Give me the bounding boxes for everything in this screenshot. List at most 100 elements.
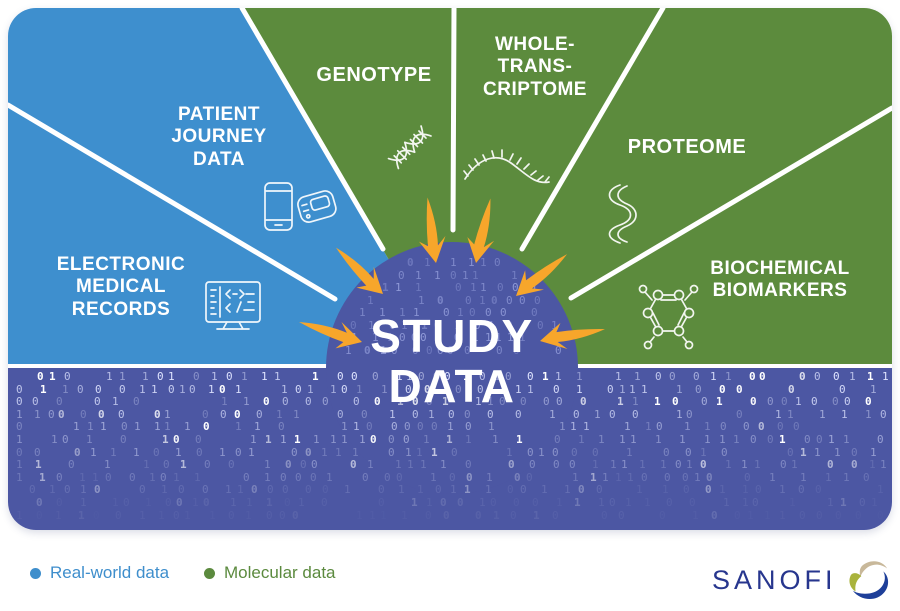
- svg-text:1: 1: [626, 446, 633, 459]
- svg-text:0: 0: [465, 294, 472, 307]
- svg-text:1: 1: [49, 483, 56, 496]
- svg-text:1: 1: [413, 306, 420, 319]
- arrow-emr-icon: [299, 322, 362, 349]
- svg-text:0: 0: [444, 370, 451, 383]
- svg-text:0: 0: [851, 446, 858, 459]
- svg-text:0: 0: [520, 395, 527, 408]
- svg-text:1: 1: [725, 458, 732, 471]
- svg-text:0: 0: [426, 344, 433, 357]
- svg-text:1: 1: [655, 433, 662, 446]
- svg-text:0: 0: [435, 483, 442, 496]
- svg-text:1: 1: [40, 383, 47, 396]
- svg-text:1: 1: [574, 496, 581, 509]
- label-genotype: GENOTYPE: [316, 64, 432, 86]
- svg-text:0: 0: [98, 408, 105, 421]
- svg-text:1: 1: [488, 420, 495, 433]
- svg-text:0: 0: [447, 344, 454, 357]
- svg-text:1: 1: [487, 395, 494, 408]
- svg-text:0: 0: [799, 370, 806, 383]
- svg-text:0: 0: [29, 483, 36, 496]
- svg-text:0: 0: [750, 395, 757, 408]
- svg-text:0: 0: [816, 433, 823, 446]
- svg-text:1: 1: [307, 383, 314, 396]
- svg-text:0: 0: [378, 496, 385, 509]
- svg-text:0: 0: [353, 395, 360, 408]
- svg-text:0: 0: [118, 408, 125, 421]
- svg-text:1: 1: [880, 458, 887, 471]
- svg-text:1: 1: [610, 458, 617, 471]
- svg-text:0: 0: [407, 256, 414, 269]
- svg-text:0: 0: [220, 408, 227, 421]
- svg-text:1: 1: [143, 458, 150, 471]
- svg-text:1: 1: [416, 446, 423, 459]
- svg-text:0: 0: [720, 420, 727, 433]
- svg-text:1: 1: [747, 509, 754, 522]
- svg-text:1: 1: [457, 306, 464, 319]
- svg-text:0: 0: [571, 446, 578, 459]
- svg-text:1: 1: [464, 483, 471, 496]
- svg-text:1: 1: [434, 269, 441, 282]
- svg-text:0: 0: [321, 496, 328, 509]
- svg-text:0: 0: [337, 370, 344, 383]
- svg-text:1: 1: [450, 256, 457, 269]
- svg-text:1: 1: [507, 331, 514, 344]
- svg-text:0: 0: [391, 344, 398, 357]
- svg-text:1: 1: [617, 395, 624, 408]
- svg-text:0: 0: [391, 420, 398, 433]
- svg-text:0: 0: [115, 509, 122, 522]
- svg-text:0: 0: [282, 483, 289, 496]
- svg-text:0: 0: [266, 509, 273, 522]
- svg-text:1: 1: [684, 420, 691, 433]
- svg-text:0: 0: [58, 408, 65, 421]
- svg-text:0: 0: [519, 294, 526, 307]
- svg-text:1: 1: [840, 496, 847, 509]
- svg-text:0: 0: [62, 433, 69, 446]
- svg-text:1: 1: [79, 471, 86, 484]
- svg-text:1: 1: [397, 395, 404, 408]
- svg-text:0: 0: [592, 446, 599, 459]
- svg-text:1: 1: [424, 256, 431, 269]
- svg-text:1: 1: [16, 458, 23, 471]
- svg-text:0: 0: [322, 395, 329, 408]
- svg-text:0: 0: [418, 370, 425, 383]
- svg-text:1: 1: [106, 370, 113, 383]
- svg-text:0: 0: [877, 509, 884, 522]
- svg-text:1: 1: [312, 370, 319, 383]
- svg-text:0: 0: [176, 496, 183, 509]
- svg-text:1: 1: [511, 269, 518, 282]
- svg-text:1: 1: [480, 281, 487, 294]
- svg-text:1: 1: [615, 370, 622, 383]
- svg-text:0: 0: [403, 433, 410, 446]
- svg-text:1: 1: [686, 458, 693, 471]
- svg-text:0: 0: [501, 383, 508, 396]
- svg-text:1: 1: [470, 281, 477, 294]
- svg-text:0: 0: [672, 395, 679, 408]
- svg-text:0: 0: [443, 509, 450, 522]
- svg-text:0: 0: [173, 433, 180, 446]
- svg-text:1: 1: [636, 483, 643, 496]
- svg-text:1: 1: [80, 496, 87, 509]
- svg-text:1: 1: [16, 433, 23, 446]
- svg-text:0: 0: [399, 331, 406, 344]
- svg-text:1: 1: [627, 471, 634, 484]
- svg-text:1: 1: [676, 383, 683, 396]
- svg-text:0: 0: [759, 370, 766, 383]
- svg-text:0: 0: [426, 395, 433, 408]
- brand-wordmark: SANOFI: [712, 564, 837, 595]
- svg-text:1: 1: [369, 509, 376, 522]
- svg-text:0: 0: [154, 408, 161, 421]
- svg-text:0: 0: [512, 281, 519, 294]
- svg-text:0: 0: [880, 408, 887, 421]
- real-world-dot-icon: [30, 567, 41, 579]
- svg-text:0: 0: [711, 509, 718, 522]
- svg-text:1: 1: [630, 433, 637, 446]
- svg-text:0: 0: [310, 471, 317, 484]
- svg-text:0: 0: [389, 319, 396, 332]
- legend-molecular-label: Molecular data: [224, 563, 336, 582]
- wedge-divider-lines: [8, 8, 892, 302]
- svg-text:0: 0: [755, 483, 762, 496]
- svg-text:0: 0: [228, 509, 235, 522]
- svg-text:0: 0: [500, 306, 507, 319]
- svg-text:1: 1: [356, 509, 363, 522]
- svg-text:1: 1: [51, 433, 58, 446]
